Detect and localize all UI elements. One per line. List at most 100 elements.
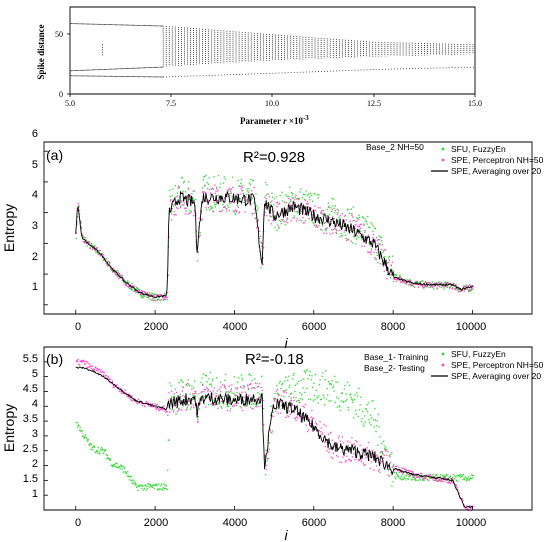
perceptron-point: [289, 410, 291, 413]
perceptron-point: [283, 201, 286, 204]
bifurcation-point: [134, 76, 136, 78]
fuzzyen-point: [313, 394, 316, 397]
bifurcation-point: [106, 68, 108, 70]
fuzzyen-point: [200, 381, 202, 383]
fuzzyen-point: [282, 200, 284, 202]
fuzzyen-point: [323, 213, 325, 215]
bifurcation-point: [91, 23, 93, 25]
perceptron-point: [363, 245, 366, 247]
fuzzyen-point: [130, 289, 133, 291]
fuzzyen-point: [353, 219, 356, 222]
bifurcation-point: [233, 74, 234, 76]
perceptron-point: [419, 476, 421, 478]
fuzzyen-point: [459, 474, 461, 476]
fuzzyen-point: [400, 478, 402, 480]
bifurcation-point: [299, 71, 301, 73]
perceptron-point: [142, 402, 144, 404]
perceptron-point: [419, 280, 422, 283]
perceptron-point: [80, 226, 83, 228]
fuzzyen-point: [90, 443, 93, 445]
bifurcation-point: [87, 69, 88, 71]
fuzzyen-point: [412, 476, 414, 478]
perceptron-point: [250, 388, 253, 390]
perceptron-point: [348, 458, 351, 461]
panel-a-ytick-label: 4: [32, 189, 38, 201]
perceptron-point: [404, 468, 406, 471]
bifurcation-point: [131, 67, 133, 69]
fuzzyen-point: [369, 226, 371, 229]
fuzzyen-point: [360, 236, 363, 239]
perceptron-point: [253, 186, 255, 189]
bifurcation-point: [123, 24, 125, 26]
bifurcation-point: [114, 75, 116, 77]
perceptron-point: [332, 452, 335, 454]
fuzzyen-point: [343, 388, 345, 390]
fuzzyen-point: [209, 209, 211, 211]
bifurcation-point: [94, 69, 96, 71]
perceptron-point: [310, 416, 312, 418]
fuzzyen-point: [252, 179, 255, 181]
fuzzyen-point: [231, 392, 233, 394]
fuzzyen-point: [355, 238, 357, 240]
bifurcation-point: [77, 70, 79, 71]
perceptron-point: [95, 251, 97, 253]
bifurcation-point: [153, 25, 155, 27]
bifurcation-point: [134, 24, 136, 26]
perceptron-point: [130, 399, 133, 402]
perceptron-point: [468, 509, 470, 512]
fuzzyen-point: [292, 374, 295, 377]
fuzzyen-point: [135, 292, 137, 294]
fuzzyen-point: [159, 488, 161, 490]
fuzzyen-point: [236, 391, 238, 394]
perceptron-point: [400, 281, 403, 283]
perceptron-point: [329, 216, 331, 219]
perceptron-point: [81, 360, 83, 362]
fuzzyen-point: [253, 202, 255, 204]
fuzzyen-point: [98, 451, 100, 453]
perceptron-point: [118, 273, 121, 275]
perceptron-point: [141, 290, 143, 292]
perceptron-point: [228, 187, 231, 189]
perceptron-point: [296, 217, 298, 220]
fuzzyen-point: [110, 269, 112, 271]
bifurcation-point: [152, 67, 154, 68]
fuzzyen-point: [447, 281, 449, 283]
perceptron-point: [94, 366, 97, 368]
fuzzyen-point: [198, 408, 201, 410]
perceptron-point: [355, 224, 357, 226]
fuzzyen-point: [331, 380, 333, 382]
fuzzyen-point: [308, 196, 311, 198]
fuzzyen-point: [381, 442, 383, 444]
perceptron-point: [450, 282, 452, 285]
bifurcation-point: [163, 76, 164, 78]
fuzzyen-point: [309, 192, 312, 195]
perceptron-point: [311, 210, 314, 213]
fuzzyen-point: [250, 375, 252, 377]
bifurcation-point: [84, 23, 86, 25]
fuzzyen-point: [257, 402, 260, 404]
fuzzyen-point: [105, 453, 107, 456]
perceptron-point: [434, 283, 436, 285]
fuzzyen-point: [339, 409, 342, 412]
fuzzyen-point: [202, 373, 204, 375]
fuzzyen-point: [314, 399, 316, 401]
perceptron-point: [307, 202, 309, 205]
perceptron-point: [160, 299, 163, 301]
perceptron-point: [344, 461, 347, 463]
perceptron-point: [108, 379, 111, 381]
fuzzyen-point: [254, 403, 257, 405]
perceptron-point: [333, 217, 335, 220]
bifurcation-point: [100, 69, 102, 70]
perceptron-point: [80, 360, 82, 362]
fuzzyen-point: [423, 287, 425, 289]
fuzzyen-point: [242, 385, 244, 387]
fuzzyen-point: [271, 430, 274, 432]
perceptron-point: [254, 382, 257, 384]
fuzzyen-point: [153, 484, 155, 486]
fuzzyen-point: [85, 240, 88, 242]
fuzzyen-point: [123, 467, 126, 469]
fuzzyen-point: [404, 475, 406, 477]
perceptron-point: [339, 214, 342, 217]
bifurcation-point: [99, 23, 100, 25]
bifurcation-point: [129, 76, 131, 77]
